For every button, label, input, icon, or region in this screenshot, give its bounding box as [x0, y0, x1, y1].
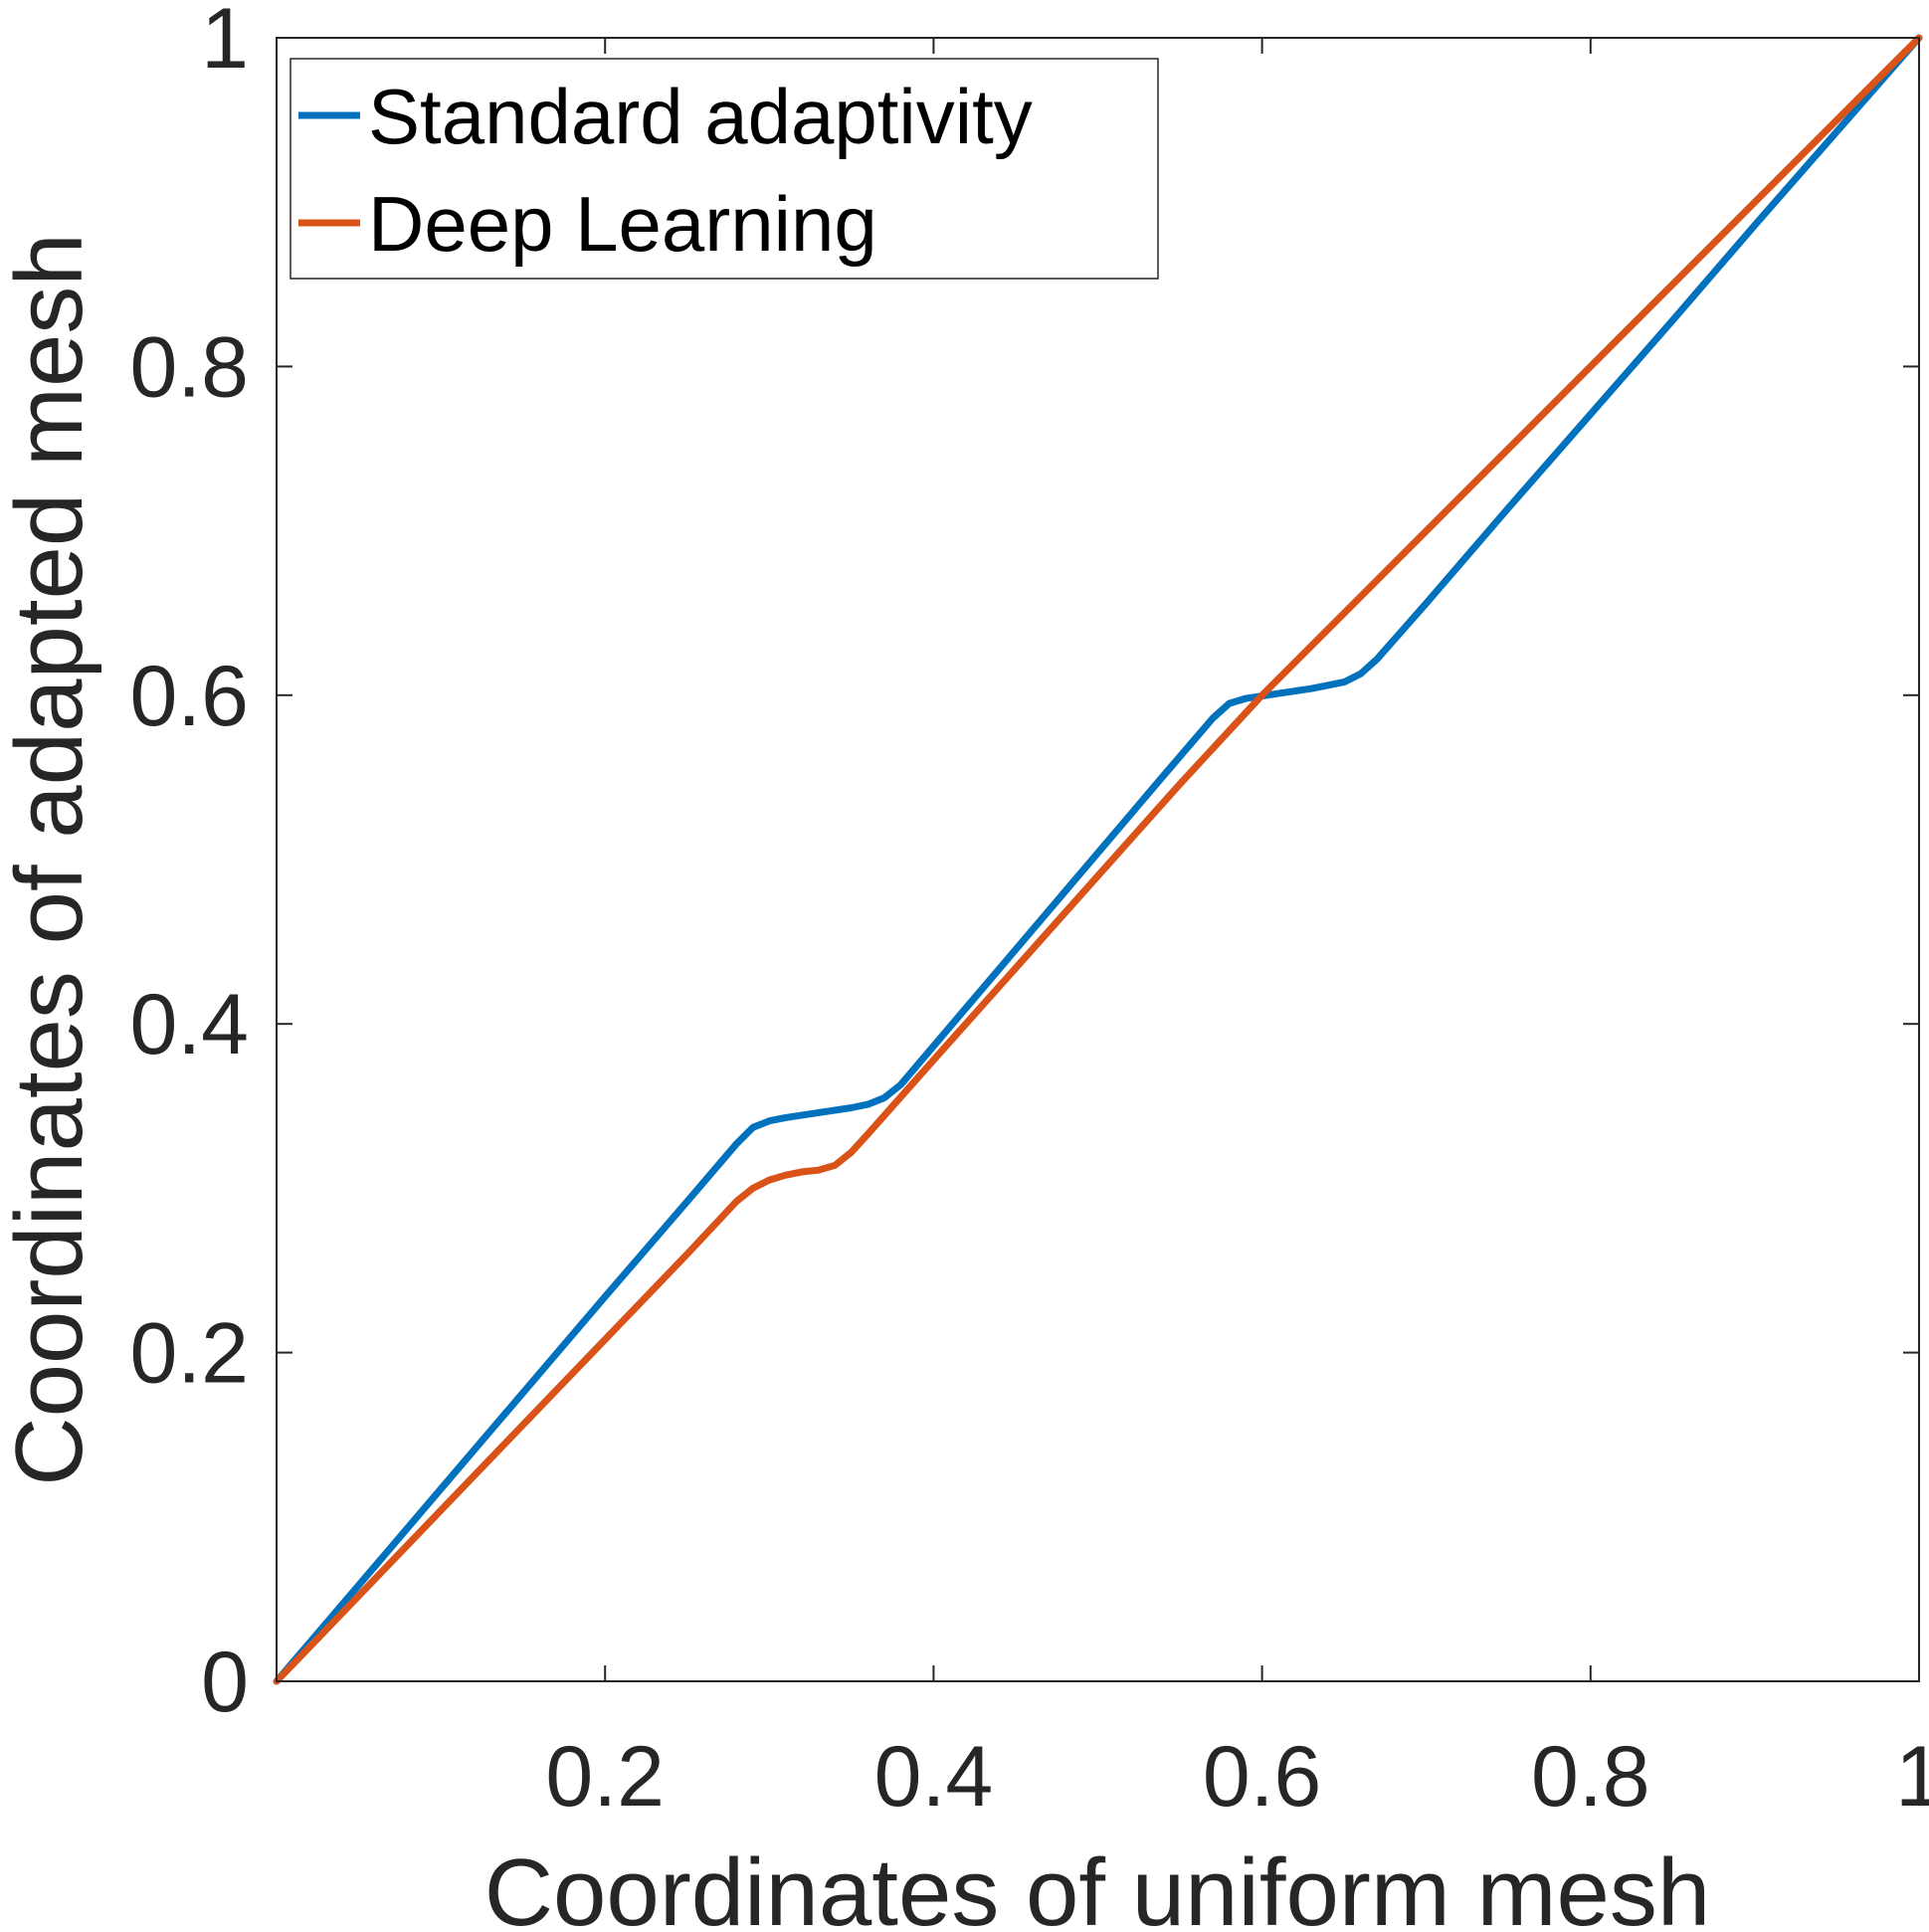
series-layer — [273, 34, 1923, 1685]
y-tick-label: 0 — [201, 1635, 249, 1730]
x-tick-label: 0.4 — [874, 1729, 994, 1825]
x-tick-label: 0.2 — [545, 1729, 665, 1825]
axes-box — [276, 37, 1920, 1682]
y-tick-label: 0.2 — [129, 1306, 249, 1402]
legend: Standard adaptivity Deep Learning — [289, 58, 1159, 280]
x-tick-label: 1 — [1895, 1729, 1929, 1825]
y-tick-label: 0.4 — [129, 977, 249, 1072]
y-tick-label: 0.6 — [129, 649, 249, 744]
x-tick-label: 0.8 — [1531, 1729, 1650, 1825]
legend-label-standard-adaptivity: Standard adaptivity — [368, 73, 1033, 160]
tick-layer: 0.2 0.4 0.6 0.8 1 0 0.2 0.4 0.6 0.8 1 — [129, 0, 1929, 1825]
legend-label-deep-learning: Deep Learning — [368, 180, 877, 268]
y-axis-label: Coordinates of adapted mesh — [0, 233, 102, 1485]
x-axis-label: Coordinates of uniform mesh — [484, 1839, 1711, 1932]
legend-box — [289, 58, 1159, 280]
y-tick-label: 1 — [201, 0, 249, 87]
series-line-standard-adaptivity — [273, 34, 1923, 1685]
series-line-deep-learning — [273, 34, 1923, 1685]
x-tick-label: 0.6 — [1203, 1729, 1322, 1825]
y-tick-label: 0.8 — [129, 319, 249, 415]
